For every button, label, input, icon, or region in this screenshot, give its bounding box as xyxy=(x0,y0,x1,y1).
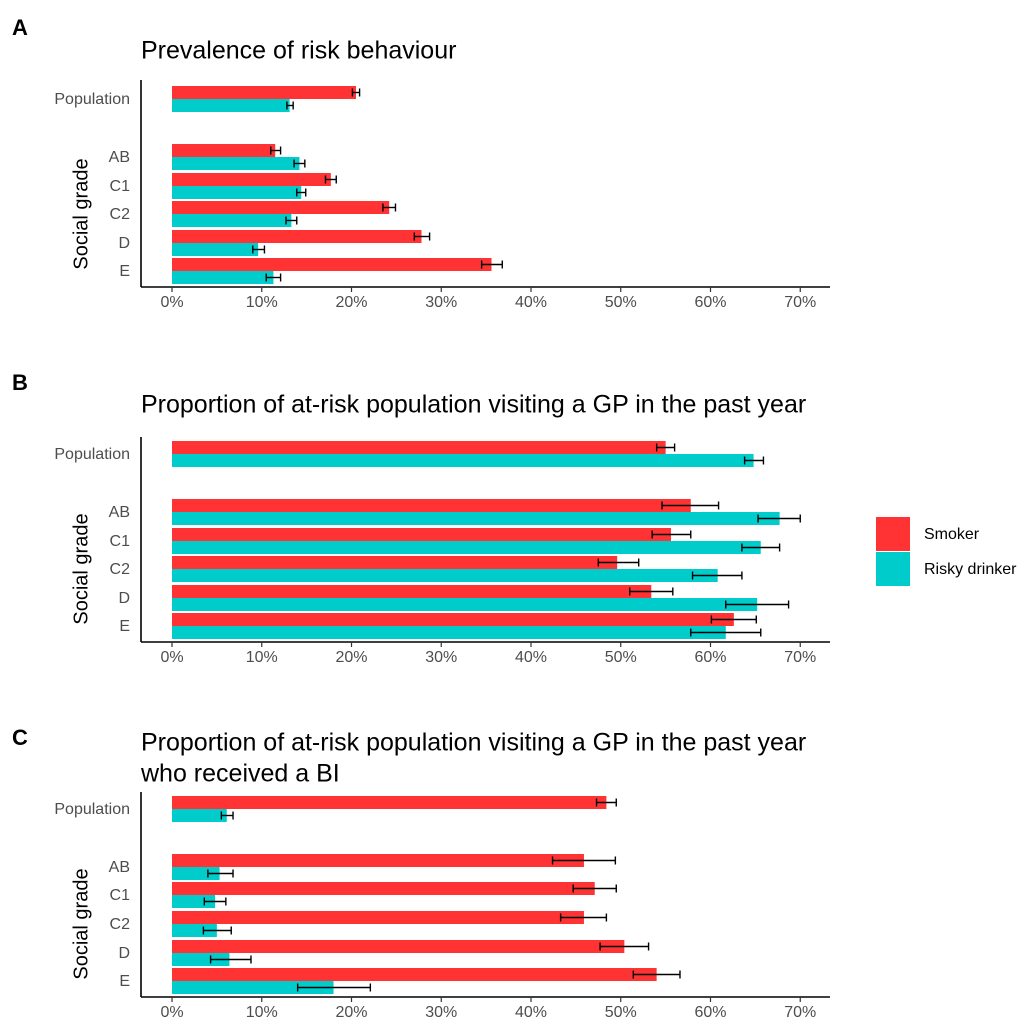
category-label: AB xyxy=(109,859,130,876)
bar-risky-drinker xyxy=(172,569,718,582)
category-label: E xyxy=(119,973,130,990)
x-tick-label: 10% xyxy=(246,649,278,666)
x-tick-label: 20% xyxy=(335,1004,367,1021)
bar-smoker xyxy=(172,499,691,512)
x-tick-label: 50% xyxy=(605,294,637,311)
x-tick-label: 70% xyxy=(784,294,816,311)
category-label: C1 xyxy=(110,887,131,904)
category-label: C2 xyxy=(110,206,131,223)
bar-smoker xyxy=(172,230,422,243)
x-tick-label: 30% xyxy=(425,294,457,311)
bar-smoker xyxy=(172,86,356,99)
x-tick-label: 10% xyxy=(246,1004,278,1021)
legend: Smoker Risky drinker xyxy=(876,517,1017,586)
y-axis-label: Social grade xyxy=(70,513,92,624)
bar-risky-drinker xyxy=(172,924,217,937)
bar-smoker xyxy=(172,258,492,271)
bar-risky-drinker xyxy=(172,981,334,994)
legend-label: Risky drinker xyxy=(924,561,1017,578)
legend-key-smoker xyxy=(876,517,910,551)
bar-risky-drinker xyxy=(172,809,227,822)
x-tick-label: 50% xyxy=(605,1004,637,1021)
x-tick-label: 40% xyxy=(515,649,547,666)
bar-smoker xyxy=(172,613,734,626)
bar-risky-drinker xyxy=(172,271,274,284)
x-tick-label: 70% xyxy=(784,1004,816,1021)
category-label: Population xyxy=(54,91,130,108)
x-tick-label: 20% xyxy=(335,294,367,311)
category-label: C2 xyxy=(110,561,131,578)
x-tick-label: 0% xyxy=(160,294,183,311)
category-label: D xyxy=(118,590,130,607)
bar-smoker xyxy=(172,854,584,867)
x-tick-label: 30% xyxy=(425,1004,457,1021)
panel-letter: A xyxy=(12,15,28,40)
x-tick-label: 60% xyxy=(694,1004,726,1021)
bar-risky-drinker xyxy=(172,953,230,966)
x-tick-label: 0% xyxy=(160,1004,183,1021)
category-label: C1 xyxy=(110,533,131,550)
bar-risky-drinker xyxy=(172,243,259,256)
bar-risky-drinker xyxy=(172,157,300,170)
panel-title: Proportion of at-risk population visitin… xyxy=(141,391,806,419)
y-axis-label: Social grade xyxy=(70,158,92,269)
bar-smoker xyxy=(172,528,672,541)
bar-risky-drinker xyxy=(172,598,758,611)
bar-risky-drinker xyxy=(172,541,761,554)
category-label: E xyxy=(119,618,130,635)
panel-title: who received a BI xyxy=(140,760,340,788)
bar-smoker xyxy=(172,911,584,924)
bar-risky-drinker xyxy=(172,626,726,639)
bar-smoker xyxy=(172,585,652,598)
bar-risky-drinker xyxy=(172,99,290,112)
x-tick-label: 40% xyxy=(515,1004,547,1021)
category-label: Population xyxy=(54,446,130,463)
x-tick-label: 50% xyxy=(605,649,637,666)
category-label: C1 xyxy=(110,178,131,195)
bar-smoker xyxy=(172,968,657,981)
x-tick-label: 20% xyxy=(335,649,367,666)
x-tick-label: 60% xyxy=(694,294,726,311)
bar-risky-drinker xyxy=(172,186,302,199)
x-tick-label: 40% xyxy=(515,294,547,311)
category-label: D xyxy=(118,235,130,252)
category-label: AB xyxy=(109,504,130,521)
legend-key-risky-drinker xyxy=(876,552,910,586)
x-tick-label: 60% xyxy=(694,649,726,666)
category-label: E xyxy=(119,263,130,280)
bar-smoker xyxy=(172,796,607,809)
category-label: C2 xyxy=(110,916,131,933)
x-tick-label: 70% xyxy=(784,649,816,666)
bar-smoker xyxy=(172,201,390,214)
category-label: D xyxy=(118,945,130,962)
legend-label: Smoker xyxy=(924,526,980,543)
x-tick-label: 0% xyxy=(160,649,183,666)
panel-a: A Prevalence of risk behaviour Social grad… xyxy=(12,15,830,311)
x-tick-label: 10% xyxy=(246,294,278,311)
bar-smoker xyxy=(172,940,625,953)
category-label: AB xyxy=(109,149,130,166)
bar-smoker xyxy=(172,173,331,186)
bar-smoker xyxy=(172,556,618,569)
category-label: Population xyxy=(54,801,130,818)
bar-risky-drinker xyxy=(172,512,780,525)
y-axis-label: Social grade xyxy=(70,868,92,979)
panel-letter: B xyxy=(12,370,28,395)
panel-title: Proportion of at-risk population visitin… xyxy=(141,729,806,757)
panel-letter: C xyxy=(12,725,28,750)
bar-risky-drinker xyxy=(172,454,754,467)
x-tick-label: 30% xyxy=(425,649,457,666)
panel-b: B Proportion of at-risk population visiti… xyxy=(12,370,830,666)
bar-risky-drinker xyxy=(172,214,292,227)
bar-smoker xyxy=(172,441,666,454)
bar-smoker xyxy=(172,144,276,157)
bar-smoker xyxy=(172,882,595,895)
panel-title: Prevalence of risk behaviour xyxy=(141,37,456,65)
panel-c: C Proportion of at-risk population visiti… xyxy=(12,725,830,1021)
